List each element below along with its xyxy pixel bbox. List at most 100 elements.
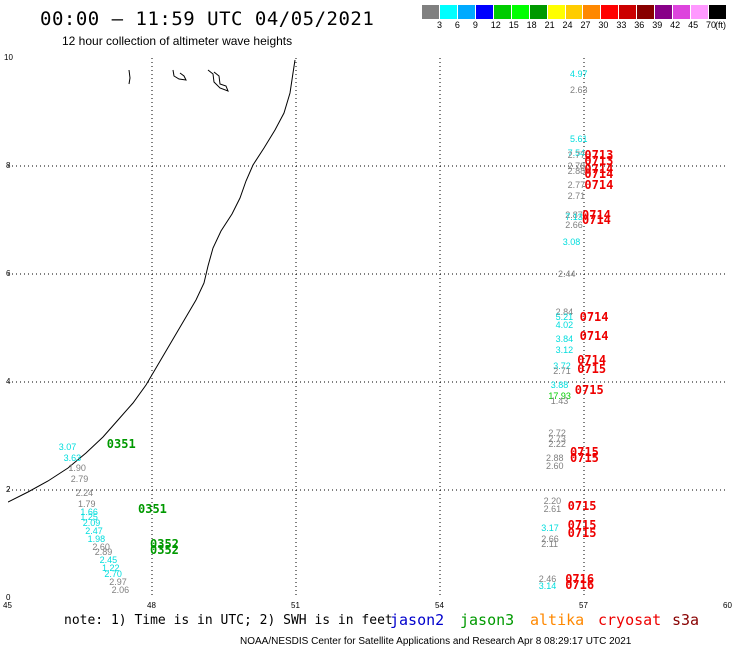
pass-time-label: 0714	[584, 167, 614, 182]
legend-swatch	[709, 5, 727, 19]
legend-label: 42	[670, 20, 681, 30]
legend-swatch	[619, 5, 638, 19]
islands	[128, 69, 229, 92]
legend-swatch	[673, 5, 692, 19]
y-tick-label: 0	[6, 593, 11, 602]
wave-height-value: 5.61	[570, 134, 588, 144]
legend-label: 9	[472, 20, 478, 30]
wave-height-value: 3.88	[550, 379, 569, 390]
legend-swatch	[691, 5, 709, 19]
pass-time-label: 0714	[584, 161, 614, 176]
wave-height-value: 2.77	[567, 150, 586, 161]
page-subtitle: 12 hour collection of altimeter wave hei…	[62, 34, 293, 48]
credit-line: NOAA/NESDIS Center for Satellite Applica…	[240, 636, 632, 647]
legend-label: 33	[616, 20, 627, 30]
legend-swatch	[493, 5, 512, 19]
legend-swatch	[529, 5, 548, 19]
wave-height-value: 2.44	[558, 269, 576, 279]
wave-height-value: 2.11	[541, 539, 559, 549]
x-tick-label: 54	[435, 601, 444, 610]
wave-height-value: 2.78	[567, 161, 586, 171]
pass-time-label: 0713	[584, 148, 614, 163]
wave-height-value: 3.17	[541, 522, 559, 533]
wave-height-value: 3.14	[538, 581, 557, 592]
legend-swatch	[601, 5, 620, 19]
wave-height-value: 3.72	[553, 360, 571, 371]
coastline	[8, 59, 296, 503]
color-legend-labels: 3 6 9 12 15 18 21 24 27 30 33 36 39 42 45 70 (ft)	[422, 20, 740, 34]
wave-height-value: 7.13	[565, 212, 583, 223]
wave-height-map	[8, 58, 728, 598]
wave-height-value: 2.66	[565, 220, 583, 231]
wave-height-value: 2.71	[567, 190, 586, 201]
legend-label: 30	[598, 20, 609, 30]
wave-height-value: 3.08	[562, 236, 581, 247]
legend-swatch	[457, 5, 476, 19]
pass-time-label: 0714	[579, 329, 609, 344]
wave-height-value: 1.25	[80, 512, 98, 522]
mission-label: s3a	[672, 611, 700, 629]
wave-height-value: 2.79	[70, 474, 89, 485]
pass-time-label: 0714	[579, 310, 609, 325]
legend-label: 18	[526, 20, 537, 30]
pass-time-label: 0716	[565, 572, 595, 587]
x-tick-label: 48	[147, 601, 156, 610]
island-3	[207, 69, 229, 92]
wave-height-value: 2.87	[565, 209, 583, 220]
wave-height-value: 1.22	[102, 563, 120, 574]
legend-swatch	[565, 5, 584, 19]
wave-height-value: 3.63	[63, 452, 82, 463]
legend-swatch	[637, 5, 656, 19]
pass-time-label: 0715	[567, 499, 597, 514]
pass-time-label: 0714	[584, 177, 614, 192]
pass-time-label: 0351	[138, 501, 167, 516]
legend-label: 24	[562, 20, 573, 30]
island-2	[172, 69, 187, 81]
x-tick-label: 45	[3, 601, 12, 610]
wave-height-value: 2.61	[543, 503, 562, 514]
pass-time-label: 0351	[106, 437, 136, 452]
x-tick-label: 57	[579, 601, 588, 610]
legend-unit: (ft)	[715, 20, 727, 30]
wave-height-value: 3.12	[555, 344, 574, 355]
wave-height-value: 4.02	[555, 320, 574, 331]
mission-label: altika	[530, 611, 585, 629]
y-tick-label: 10	[4, 53, 13, 62]
wave-height-value: 2.77	[567, 179, 586, 190]
wave-height-value: 2.71	[553, 366, 571, 377]
pass-time-label: 0715	[570, 445, 599, 460]
wave-height-value: 1.66	[80, 506, 98, 517]
page-title: 00:00 — 11:59 UTC 04/05/2021	[40, 8, 375, 30]
pass-time-label: 0714	[577, 353, 607, 368]
island-1	[128, 69, 131, 85]
legend-swatch	[655, 5, 674, 19]
wave-height-value: 2.73	[548, 433, 566, 444]
wave-height-value: 2.66	[541, 533, 559, 544]
pass-time-label: 0715	[567, 518, 597, 533]
wave-height-value: 2.84	[555, 306, 574, 317]
wave-height-value: 2.72	[548, 428, 566, 439]
legend-swatch	[475, 5, 494, 19]
color-legend-bar	[422, 5, 727, 19]
wave-height-value: 2.60	[546, 460, 564, 471]
wave-height-value: 2.88	[546, 452, 564, 463]
wave-height-value: 2.22	[548, 439, 566, 450]
wave-height-value: 2.47	[85, 525, 103, 536]
pass-time-label: 0713	[584, 153, 614, 168]
wave-height-value: 2.09	[82, 518, 101, 529]
mission-label: cryosat	[598, 611, 662, 629]
legend-swatch	[511, 5, 530, 19]
wave-height-value: 17.93	[548, 390, 571, 401]
wave-height-value: 1.98	[87, 533, 106, 544]
map-grid	[8, 58, 728, 598]
legend-label: 36	[634, 20, 645, 30]
pass-time-label: 0715	[570, 450, 599, 465]
pass-time-label: 0352	[150, 537, 179, 551]
wave-height-value: 5.21	[555, 312, 574, 323]
legend-label: 21	[544, 20, 555, 30]
legend-label: 39	[652, 20, 663, 30]
y-tick-label: 4	[6, 377, 11, 386]
pass-time-label: 0715	[574, 383, 604, 398]
wave-height-value: 1.90	[68, 463, 86, 474]
